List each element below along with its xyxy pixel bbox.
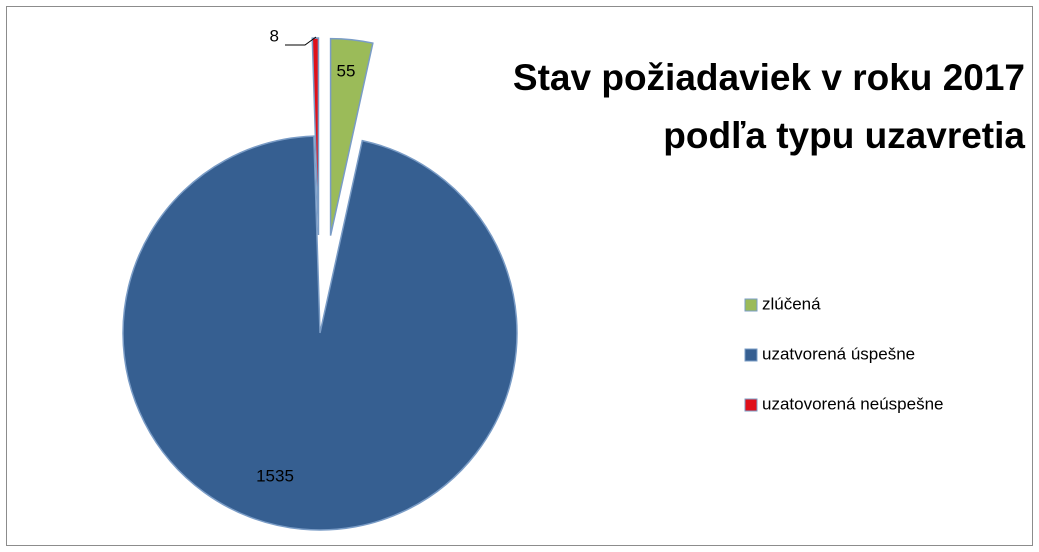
legend-label: uzatovorená neúspešne: [762, 394, 943, 413]
data-label: 55: [337, 61, 356, 80]
legend-label: zlúčená: [762, 294, 821, 313]
chart-title: Stav požiadaviek v roku 2017: [513, 57, 1025, 98]
legend-swatch: [744, 398, 758, 412]
pie-slice: [122, 135, 518, 531]
legend-swatch: [744, 348, 758, 362]
pie-slice: [329, 37, 374, 236]
legend-label: uzatvorená úspešne: [762, 344, 915, 363]
legend-swatch: [744, 298, 758, 312]
leader-line: [285, 36, 317, 46]
chart-title: podľa typu uzavretia: [663, 115, 1025, 156]
data-label: 8: [270, 26, 279, 45]
data-label: 1535: [256, 466, 294, 485]
